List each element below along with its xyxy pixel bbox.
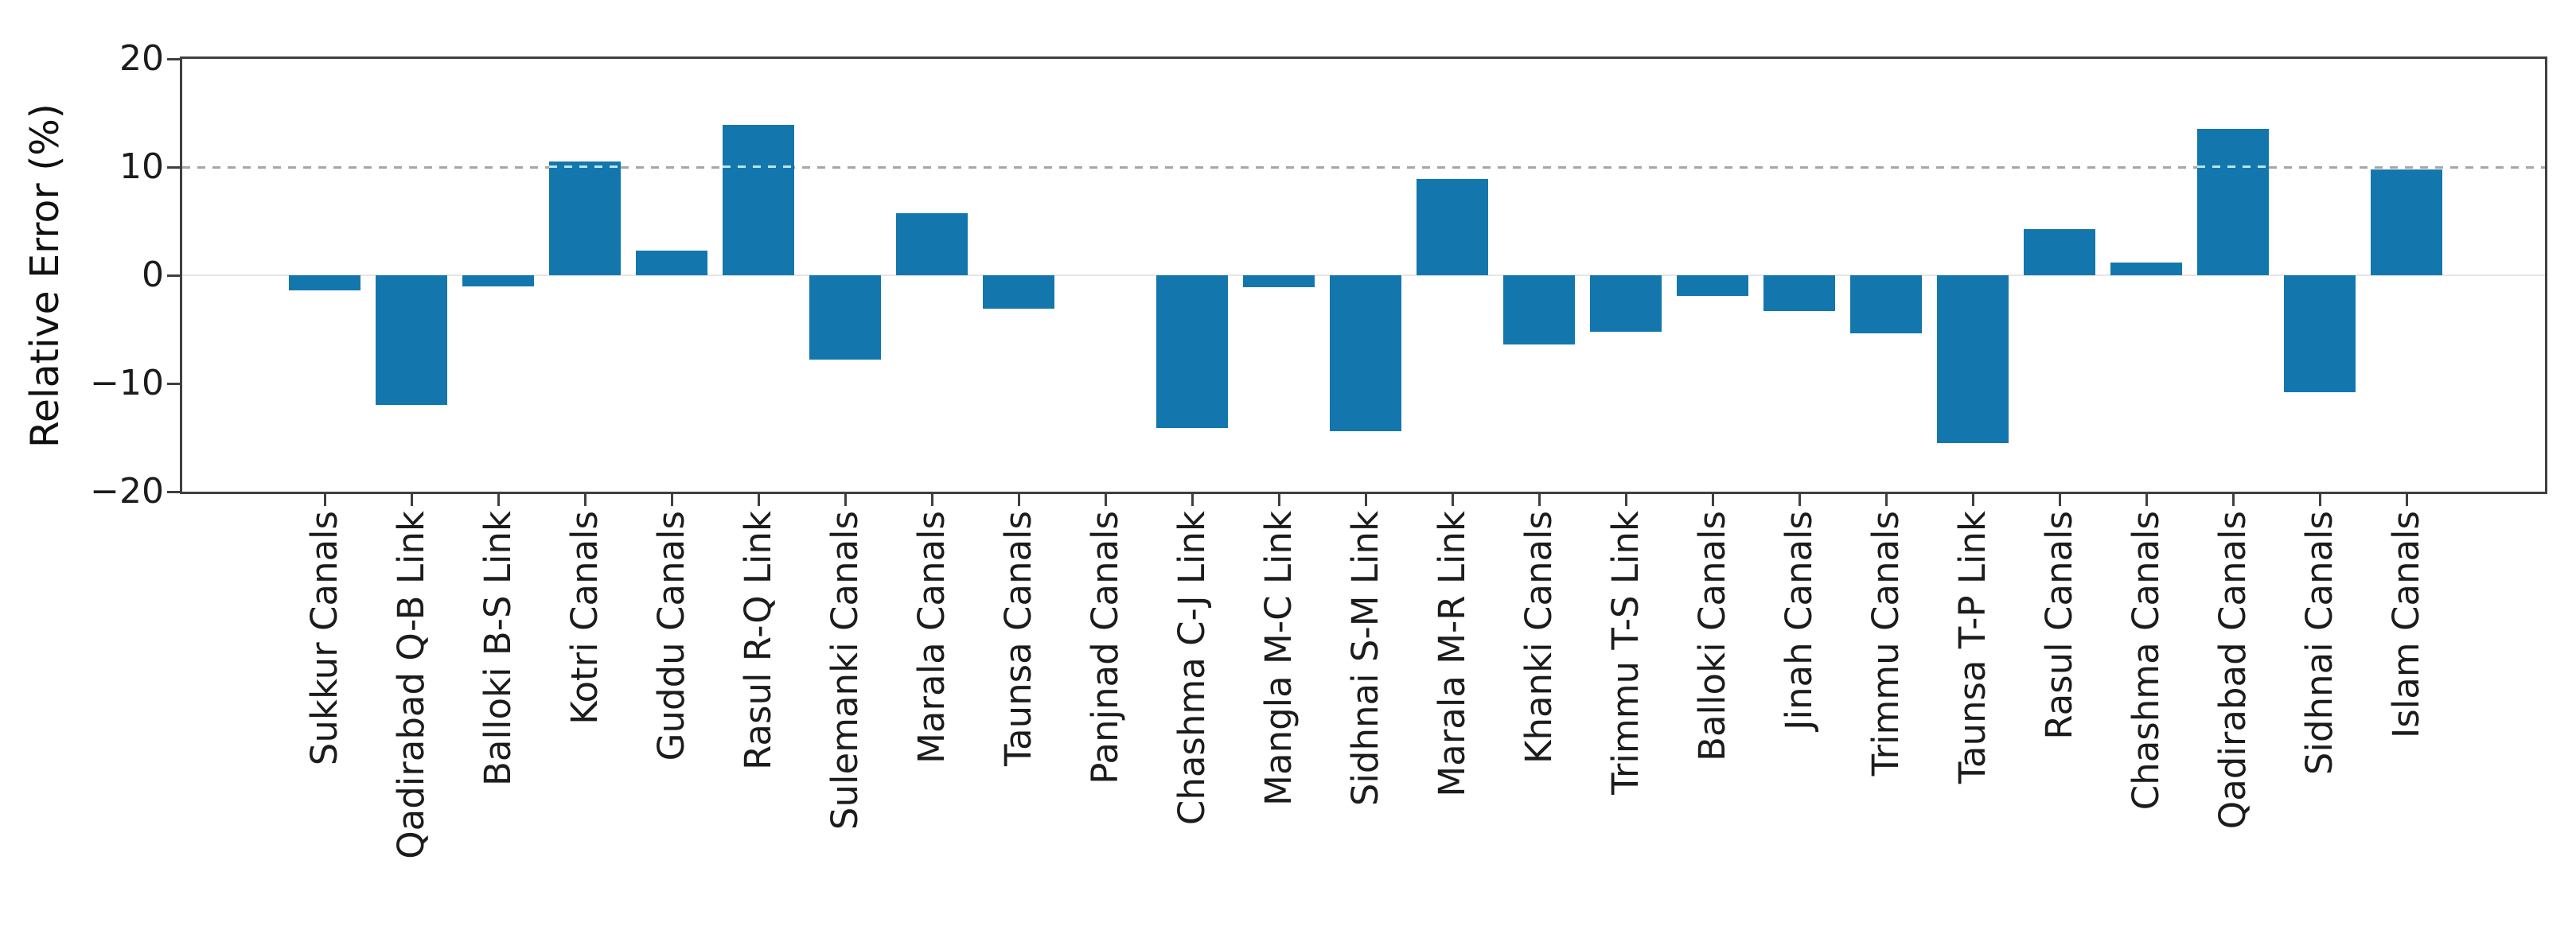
bottom-spine <box>180 492 2547 494</box>
y-tick-mark <box>167 382 180 385</box>
x-tick-mark <box>583 494 587 506</box>
y-tick-label: 20 <box>119 38 164 79</box>
y-tick-label: 0 <box>142 255 164 295</box>
plot-area <box>182 59 2545 492</box>
x-tick-mark <box>844 494 847 506</box>
x-tick-mark <box>1537 494 1541 506</box>
x-tick-mark <box>1711 494 1714 506</box>
y-tick-label: −20 <box>90 471 164 512</box>
gridline-dashed-10 <box>182 165 2545 169</box>
x-tick-mark <box>1798 494 1801 506</box>
x-tick-label: Rasul Canals <box>2038 511 2080 740</box>
bar-sulemanki-canals <box>809 275 881 360</box>
x-tick-mark <box>2318 494 2321 506</box>
x-tick-mark <box>1624 494 1627 506</box>
bar-marala-m-r-link <box>1417 178 1488 275</box>
gridline-over-bar <box>2197 165 2269 169</box>
x-tick-label: Mangla M-C Link <box>1257 511 1300 806</box>
x-tick-label: Guddu Canals <box>650 511 692 761</box>
x-tick-label: Balloki Canals <box>1691 511 1733 761</box>
x-tick-label: Chashma Canals <box>2125 511 2167 811</box>
x-tick-mark <box>2145 494 2148 506</box>
x-tick-label: Taunsa Canals <box>997 511 1039 767</box>
x-tick-label: Sulemanki Canals <box>824 511 866 831</box>
bar-sukkur-canals <box>289 275 360 291</box>
x-tick-label: Khanki Canals <box>1518 511 1560 765</box>
right-spine <box>2545 56 2547 494</box>
x-tick-mark <box>1971 494 1974 506</box>
bar-qadirabad-canals <box>2197 129 2269 275</box>
bar-trimmu-canals <box>1850 275 1922 334</box>
x-tick-label: Taunsa T-P Link <box>1951 511 1993 784</box>
x-tick-label: Marala M-R Link <box>1431 511 1473 797</box>
bar-qadirabad-q-b-link <box>376 275 447 406</box>
x-tick-label: Chashma C-J Link <box>1171 511 1213 826</box>
bar-khanki-canals <box>1503 275 1575 345</box>
y-tick-mark <box>167 165 180 169</box>
bar-sidhnai-canals <box>2284 275 2356 392</box>
x-tick-label: Trimmu T-S Link <box>1604 511 1647 795</box>
y-tick-label: 10 <box>119 146 164 187</box>
gridline-over-bar <box>549 165 621 169</box>
x-tick-label: Trimmu Canals <box>1865 511 1907 776</box>
bar-rasul-canals <box>2024 228 2095 275</box>
x-tick-mark <box>1884 494 1888 506</box>
x-tick-mark <box>1277 494 1280 506</box>
x-tick-mark <box>1104 494 1107 506</box>
y-tick-mark <box>167 490 180 493</box>
x-tick-label: Balloki B-S Link <box>477 511 519 786</box>
bar-mangla-m-c-link <box>1243 275 1315 287</box>
bar-marala-canals <box>896 213 968 275</box>
x-tick-mark <box>2231 494 2235 506</box>
x-tick-mark <box>1017 494 1020 506</box>
x-tick-label: Islam Canals <box>2385 511 2427 738</box>
x-tick-label: Qadirabad Q-B Link <box>390 511 432 859</box>
x-tick-mark <box>670 494 673 506</box>
x-tick-mark <box>2405 494 2408 506</box>
x-tick-label: Panjnad Canals <box>1084 511 1126 784</box>
bar-balloki-b-s-link <box>462 275 534 286</box>
y-tick-label: −10 <box>90 363 164 403</box>
bar-kotri-canals <box>549 162 621 275</box>
bar-sidhnai-s-m-link <box>1330 275 1401 431</box>
x-tick-mark <box>410 494 413 506</box>
bar-guddu-canals <box>636 250 707 275</box>
x-tick-label: Marala Canals <box>910 511 953 764</box>
x-tick-mark <box>1451 494 1454 506</box>
x-tick-label: Sukkur Canals <box>303 511 345 766</box>
x-tick-label: Jinah Canals <box>1778 511 1820 730</box>
bar-chashma-c-j-link <box>1156 275 1228 428</box>
x-tick-mark <box>930 494 933 506</box>
x-tick-mark <box>2058 494 2061 506</box>
x-tick-label: Qadirabad Canals <box>2212 511 2254 830</box>
x-tick-label: Sidhnai Canals <box>2298 511 2340 776</box>
y-tick-mark <box>167 274 180 277</box>
bar-taunsa-canals <box>983 275 1054 309</box>
x-tick-mark <box>323 494 326 506</box>
bar-trimmu-t-s-link <box>1590 275 1662 332</box>
bar-chashma-canals <box>2110 262 2182 275</box>
x-tick-label: Sidhnai S-M Link <box>1344 511 1386 807</box>
top-spine <box>180 56 2547 59</box>
bar-jinah-canals <box>1763 275 1835 311</box>
left-spine <box>180 56 182 494</box>
x-tick-mark <box>497 494 500 506</box>
x-tick-mark <box>1364 494 1367 506</box>
bar-taunsa-t-p-link <box>1937 275 2009 443</box>
x-tick-mark <box>757 494 760 506</box>
bar-balloki-canals <box>1677 275 1748 296</box>
x-tick-mark <box>1191 494 1194 506</box>
bar-islam-canals <box>2371 169 2442 275</box>
y-tick-mark <box>167 57 180 60</box>
gridline-over-bar <box>723 165 794 169</box>
bar-rasul-r-q-link <box>723 124 794 275</box>
x-tick-label: Rasul R-Q Link <box>737 511 779 770</box>
x-tick-label: Kotri Canals <box>563 511 606 725</box>
